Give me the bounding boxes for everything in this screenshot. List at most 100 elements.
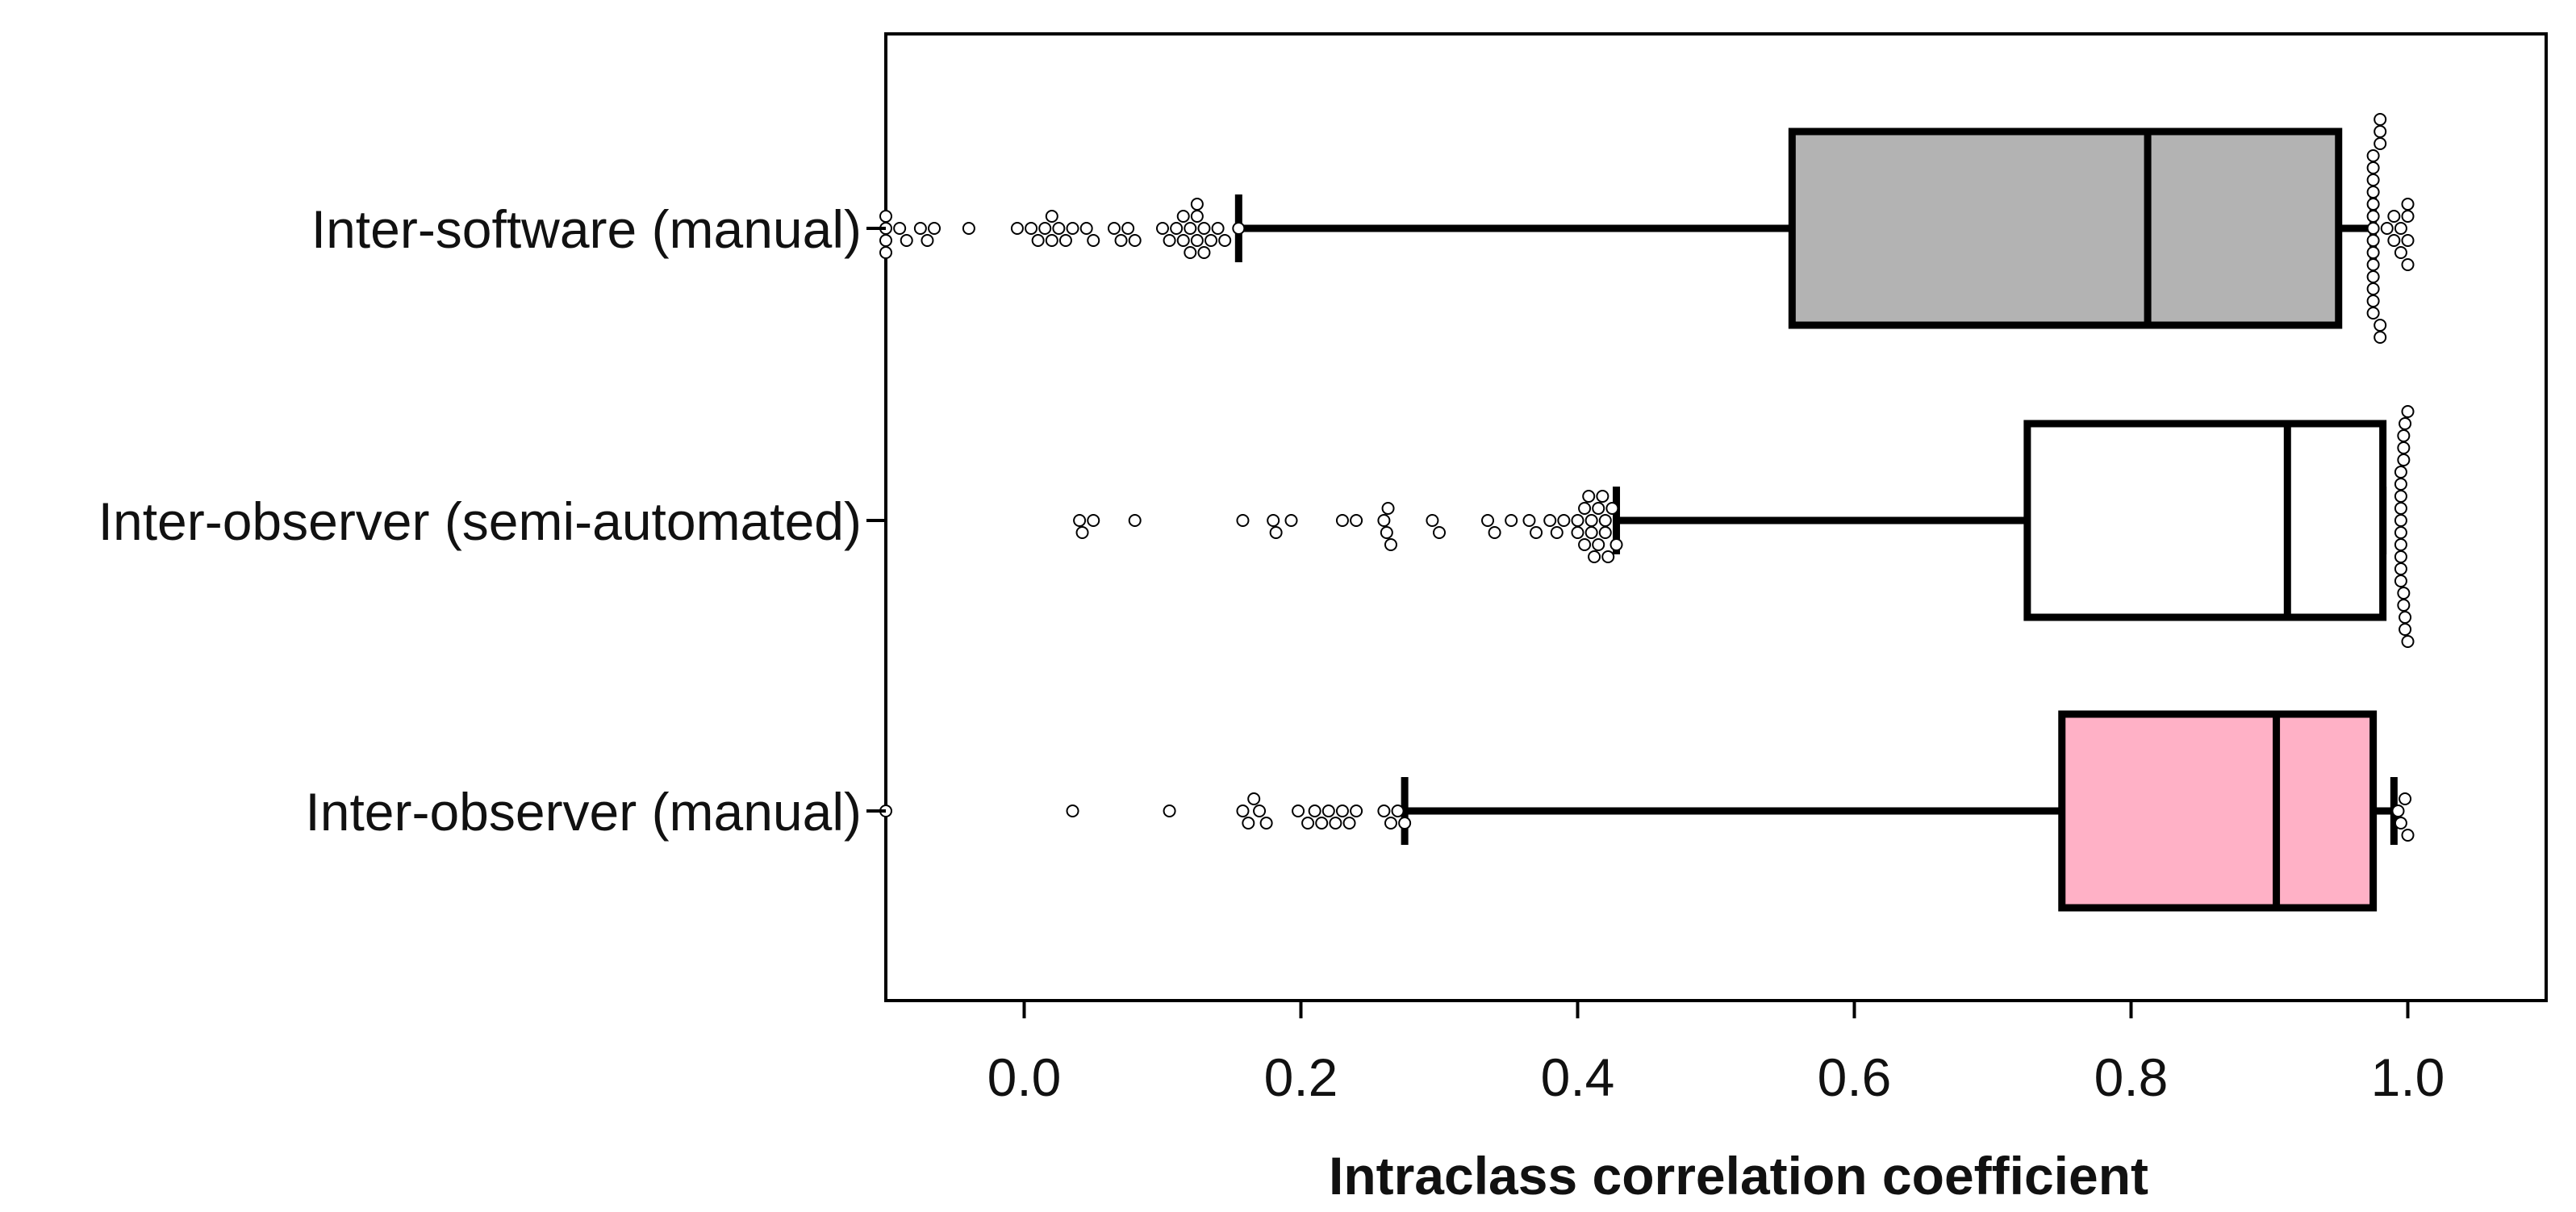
outlier-point [1269, 526, 1283, 539]
outlier-point [1163, 805, 1176, 817]
outlier-point [1557, 514, 1571, 527]
outlier-point [1176, 210, 1190, 223]
outlier-point [2397, 453, 2411, 466]
outlier-point [2394, 817, 2407, 830]
outlier-point [2366, 186, 2380, 199]
outlier-point [1156, 222, 1169, 235]
outlier-point [1114, 234, 1128, 247]
outlier-point [1045, 234, 1058, 247]
outlier-point [2394, 550, 2407, 563]
outlier-point [928, 222, 941, 235]
outlier-point [1087, 234, 1100, 247]
outlier-point [2401, 234, 2415, 247]
outliers-inter-observer-manual [879, 792, 2415, 842]
outlier-point [2374, 137, 2387, 150]
outlier-point [2366, 210, 2380, 223]
outlier-point [1218, 234, 1232, 247]
outlier-point [1543, 514, 1557, 527]
boxes-layer [1234, 127, 2398, 912]
outlier-point [1384, 538, 1397, 551]
outlier-point [1571, 514, 1584, 527]
outlier-point [1592, 502, 1605, 515]
outlier-point [2397, 599, 2411, 612]
outlier-point [1232, 222, 1246, 235]
outlier-point [1522, 514, 1536, 527]
outlier-point [2394, 478, 2407, 491]
outlier-point [879, 210, 892, 223]
outlier-point [2401, 210, 2415, 223]
outlier-point [1267, 514, 1280, 527]
outlier-point [1605, 502, 1619, 515]
outlier-point [1197, 222, 1211, 235]
outlier-point [1121, 222, 1135, 235]
outlier-point [1530, 526, 1543, 539]
outlier-point [2374, 113, 2387, 126]
outlier-point [913, 222, 927, 235]
outlier-point [2387, 210, 2401, 223]
outlier-point [1350, 805, 1363, 817]
box-group-inter-observer-semi-automated [1613, 420, 2387, 621]
outlier-point [1588, 550, 1601, 563]
outlier-point [2366, 198, 2380, 211]
outlier-point [2394, 514, 2407, 527]
outlier-point [1598, 514, 1612, 527]
x-tick-label: 1.0 [2371, 1047, 2445, 1107]
outlier-point [1426, 514, 1439, 527]
outlier-point [1190, 210, 1204, 223]
outlier-point [1079, 222, 1093, 235]
y-category-label: Inter-observer (semi-automated) [98, 491, 862, 551]
plot-frame [884, 32, 2548, 1002]
outlier-point [2397, 429, 2411, 442]
outlier-point [2394, 246, 2407, 259]
outlier-point [2399, 611, 2412, 624]
outlier-point [1584, 526, 1598, 539]
outlier-point [1066, 805, 1079, 817]
outlier-point [2366, 307, 2380, 320]
outlier-point [1481, 514, 1495, 527]
box-group-inter-observer-manual [1401, 710, 2398, 912]
outlier-point [1550, 526, 1564, 539]
x-tick-label: 0.0 [987, 1047, 1062, 1107]
outlier-point [879, 234, 892, 247]
outlier-point [1190, 234, 1204, 247]
outlier-point [1163, 234, 1176, 247]
outlier-point [1601, 550, 1615, 563]
outlier-points-layer [879, 113, 2415, 842]
outlier-point [2394, 575, 2407, 587]
outlier-point [1031, 234, 1045, 247]
outlier-point [1128, 234, 1142, 247]
outlier-point [1170, 222, 1184, 235]
outlier-point [1190, 198, 1204, 211]
outlier-point [1578, 538, 1592, 551]
outlier-point [921, 234, 934, 247]
outlier-point [1342, 817, 1356, 830]
outlier-point [2394, 222, 2407, 235]
x-tick-label: 0.6 [1818, 1047, 1892, 1107]
outlier-point [1488, 526, 1501, 539]
outlier-point [1377, 805, 1391, 817]
outlier-point [1184, 222, 1197, 235]
y-axis: Inter-software (manual) Inter-observer (s… [98, 199, 886, 842]
outlier-point [2399, 417, 2412, 430]
x-tick-label: 0.2 [1264, 1047, 1338, 1107]
outlier-point [1335, 805, 1349, 817]
outlier-point [1066, 222, 1079, 235]
outlier-point [1596, 490, 1609, 503]
outlier-point [2399, 623, 2412, 636]
outlier-point [2366, 270, 2380, 283]
iqr-box [1788, 127, 2343, 329]
outlier-point [2374, 331, 2387, 344]
outlier-point [1058, 234, 1072, 247]
outlier-point [1335, 514, 1349, 527]
outlier-point [1377, 514, 1391, 527]
outliers-inter-software-manual [879, 113, 2415, 344]
outlier-point [2380, 222, 2394, 235]
outlier-point [1391, 805, 1405, 817]
outlier-point [2401, 258, 2415, 271]
outlier-point [2366, 246, 2380, 259]
outlier-point [2366, 258, 2380, 271]
outlier-point [2397, 587, 2411, 600]
outlier-point [1038, 222, 1052, 235]
outlier-point [1433, 526, 1446, 539]
